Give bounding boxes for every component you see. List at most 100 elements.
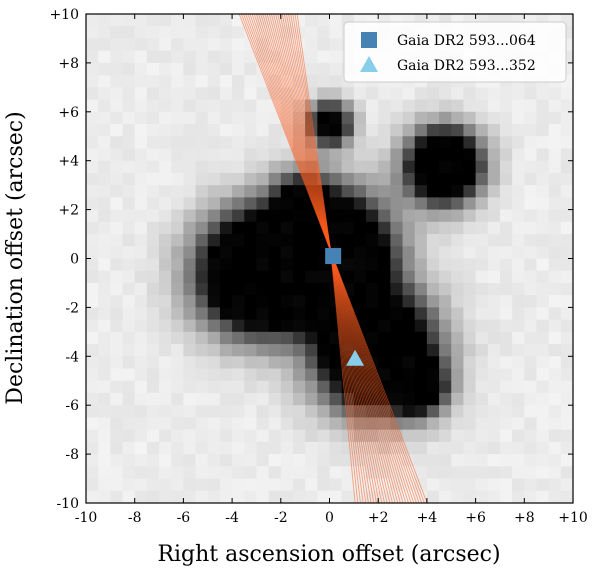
image-pixel xyxy=(524,368,538,382)
image-pixel xyxy=(536,344,550,357)
image-pixel xyxy=(512,307,525,321)
image-pixel xyxy=(159,295,172,308)
image-pixel xyxy=(475,319,489,333)
legend-label: Gaia DR2 593...352 xyxy=(397,58,536,74)
image-pixel xyxy=(183,282,197,296)
image-pixel xyxy=(536,392,550,406)
image-pixel xyxy=(499,454,513,467)
image-pixel xyxy=(329,368,343,382)
image-pixel xyxy=(122,307,136,321)
image-pixel xyxy=(195,490,209,503)
image-pixel xyxy=(402,344,416,357)
image-pixel xyxy=(524,87,538,101)
image-pixel xyxy=(219,234,233,247)
image-pixel xyxy=(134,87,148,101)
image-pixel xyxy=(487,356,501,370)
image-pixel xyxy=(463,466,477,480)
image-pixel xyxy=(219,14,233,27)
image-pixel xyxy=(219,331,233,345)
x-tick-label: -6 xyxy=(177,510,191,526)
image-pixel xyxy=(207,282,221,296)
image-pixel xyxy=(426,111,440,125)
image-pixel xyxy=(256,405,270,419)
image-pixel xyxy=(512,466,525,480)
image-pixel xyxy=(499,356,513,370)
image-pixel xyxy=(280,282,294,296)
image-pixel xyxy=(171,307,185,321)
ray-line xyxy=(330,251,388,503)
image-pixel xyxy=(195,197,209,211)
image-pixel xyxy=(439,270,452,284)
image-pixel xyxy=(414,295,428,308)
image-pixel xyxy=(451,429,465,443)
image-pixel xyxy=(536,356,550,370)
image-pixel xyxy=(402,124,416,137)
image-pixel xyxy=(195,185,209,198)
image-pixel xyxy=(159,368,172,382)
image-pixel xyxy=(232,270,245,284)
image-pixel xyxy=(524,478,538,492)
image-pixel xyxy=(487,307,501,321)
image-pixel xyxy=(183,478,197,492)
image-pixel xyxy=(524,111,538,125)
image-pixel xyxy=(256,270,270,284)
image-pixel xyxy=(122,221,136,235)
image-pixel xyxy=(244,368,258,382)
image-pixel xyxy=(98,160,111,174)
image-pixel xyxy=(487,478,501,492)
image-pixel xyxy=(414,331,428,345)
image-pixel xyxy=(219,417,233,431)
image-pixel xyxy=(560,331,573,345)
image-pixel xyxy=(499,368,513,382)
image-pixel xyxy=(159,344,172,357)
image-pixel xyxy=(146,14,160,27)
image-pixel xyxy=(329,221,343,235)
image-pixel xyxy=(560,307,573,321)
image-pixel xyxy=(207,38,221,52)
image-pixel xyxy=(378,356,391,370)
image-pixel xyxy=(475,172,489,186)
image-pixel xyxy=(280,270,294,284)
image-pixel xyxy=(463,160,477,174)
image-pixel xyxy=(353,87,367,101)
image-pixel xyxy=(280,246,294,260)
image-pixel xyxy=(390,185,404,198)
image-pixel xyxy=(244,62,258,76)
image-pixel xyxy=(146,490,160,503)
image-pixel xyxy=(292,441,306,455)
image-pixel xyxy=(560,295,573,308)
image-pixel xyxy=(256,331,270,345)
image-pixel xyxy=(305,331,318,345)
image-pixel xyxy=(207,405,221,419)
image-pixel xyxy=(353,234,367,247)
image-pixel xyxy=(499,87,513,101)
image-pixel xyxy=(536,295,550,308)
image-pixel xyxy=(402,87,416,101)
image-pixel xyxy=(292,246,306,260)
image-pixel xyxy=(86,478,99,492)
image-pixel xyxy=(414,148,428,162)
image-pixel xyxy=(159,429,172,443)
image-pixel xyxy=(536,160,550,174)
image-pixel xyxy=(475,307,489,321)
image-pixel xyxy=(86,258,99,272)
image-pixel xyxy=(451,417,465,431)
image-pixel xyxy=(195,270,209,284)
image-pixel xyxy=(390,282,404,296)
image-pixel xyxy=(122,441,136,455)
image-pixel xyxy=(366,209,379,223)
image-pixel xyxy=(560,380,573,394)
image-pixel xyxy=(463,246,477,260)
image-pixel xyxy=(98,380,111,394)
image-pixel xyxy=(390,99,404,113)
image-pixel xyxy=(244,282,258,296)
image-pixel xyxy=(414,307,428,321)
image-pixel xyxy=(110,478,124,492)
image-pixel xyxy=(159,490,172,503)
image-pixel xyxy=(134,429,148,443)
image-pixel xyxy=(219,405,233,419)
y-tick-label: +8 xyxy=(58,56,79,72)
image-pixel xyxy=(244,380,258,394)
image-pixel xyxy=(219,368,233,382)
image-pixel xyxy=(402,172,416,186)
